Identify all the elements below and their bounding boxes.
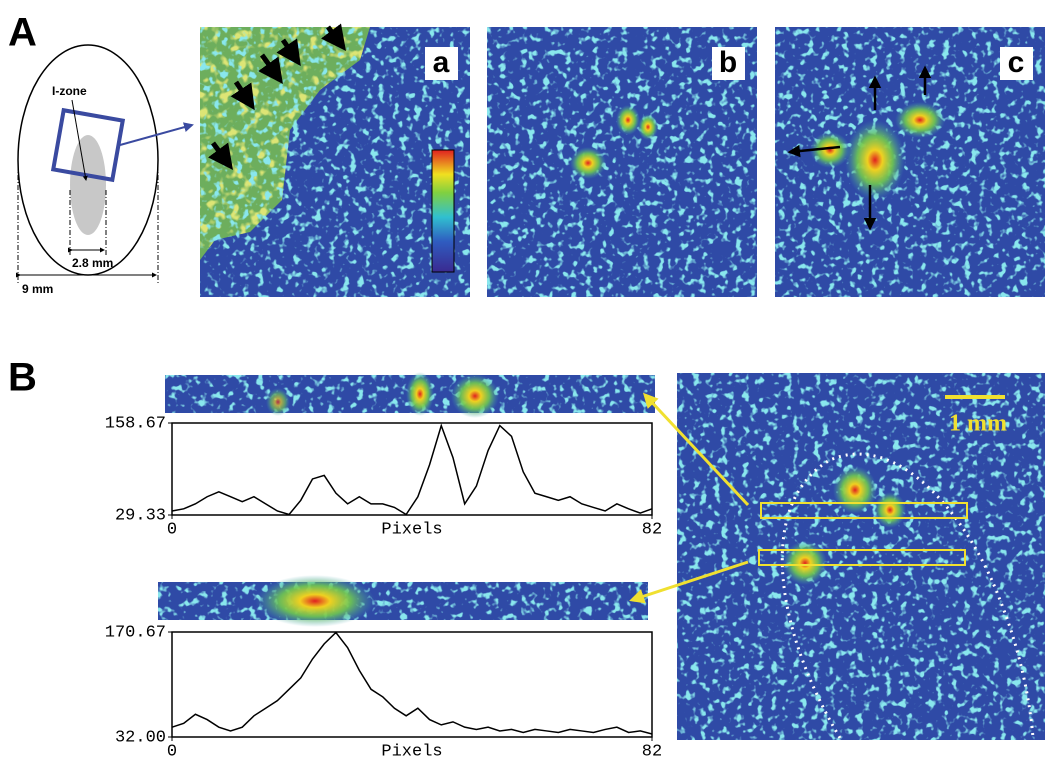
profile-line — [171, 423, 653, 516]
strip-1 — [165, 372, 655, 418]
y-tick-label: 32.00 — [115, 728, 166, 747]
zone-label: I-zone — [52, 84, 87, 98]
y-tick-label: 29.33 — [115, 506, 166, 525]
image-c — [775, 27, 1045, 297]
profile-line — [171, 631, 653, 735]
x-tick-label: 82 — [642, 520, 662, 539]
x-axis-label: Pixels — [381, 742, 442, 761]
y-tick-label: 170.67 — [105, 623, 166, 642]
panel-label: A — [8, 11, 37, 55]
image-label: c — [1008, 46, 1025, 79]
x-axis-label: Pixels — [381, 520, 442, 539]
diagram — [16, 44, 194, 285]
label-box — [712, 47, 745, 80]
plot-frame — [171, 422, 653, 516]
outer-width: 9 mm — [22, 282, 53, 296]
scale-bar-label: 1 mm — [949, 411, 1007, 437]
label-box — [425, 47, 458, 80]
image-label: a — [433, 46, 450, 79]
x-tick-label: 82 — [642, 742, 662, 761]
x-tick-label: 0 — [167, 742, 177, 761]
panel-label: B — [8, 356, 37, 400]
image-label: b — [719, 46, 737, 79]
strip-2 — [158, 575, 648, 627]
y-tick-label: 158.67 — [105, 414, 166, 433]
image-a — [200, 23, 470, 297]
plot-frame — [171, 631, 653, 738]
label-box — [1000, 47, 1033, 80]
right-image — [629, 373, 1045, 740]
inner-width: 2.8 mm — [72, 256, 113, 270]
x-tick-label: 0 — [167, 520, 177, 539]
